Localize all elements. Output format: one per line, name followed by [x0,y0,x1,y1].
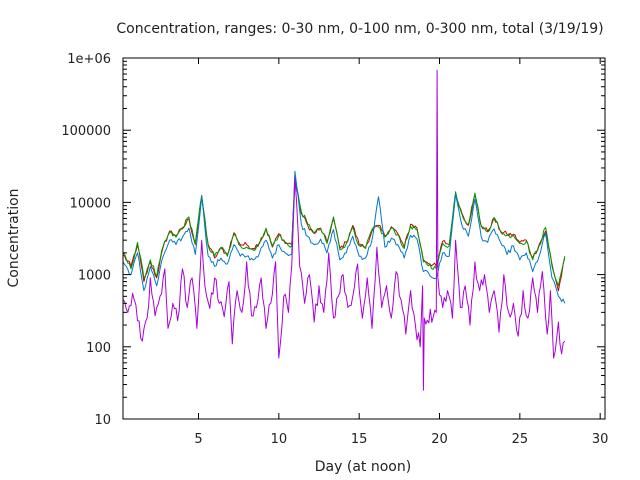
ticks-layer: 5 10 15 20 25 30 10 100 1000 10000 100000 1e+06 [61,52,608,447]
series-line-3 [122,170,566,304]
y-tick-label: 100000 [61,124,111,139]
y-tick-label: 10 [94,413,111,428]
series-line-4 [122,69,566,391]
x-axis-label: Day (at noon) [315,459,411,475]
x-tick-label: 30 [592,432,609,447]
y-tick-label: 1e+06 [67,52,111,67]
plot-frame [122,57,606,420]
y-tick-label: 1000 [78,269,111,284]
series-line-2 [122,178,566,287]
x-tick-label: 15 [351,432,368,447]
y-tick-label: 10000 [70,196,111,211]
x-tick-label: 20 [431,432,448,447]
chart-title: Concentration, ranges: 0-30 nm, 0-100 nm… [116,21,603,37]
y-tick-label: 100 [86,341,111,356]
x-tick-label: 5 [194,432,202,447]
series-layer [122,69,566,391]
x-tick-label: 25 [512,432,529,447]
y-axis-label: Concentration [6,188,22,287]
x-tick-label: 10 [271,432,288,447]
series-line-1 [122,180,566,292]
